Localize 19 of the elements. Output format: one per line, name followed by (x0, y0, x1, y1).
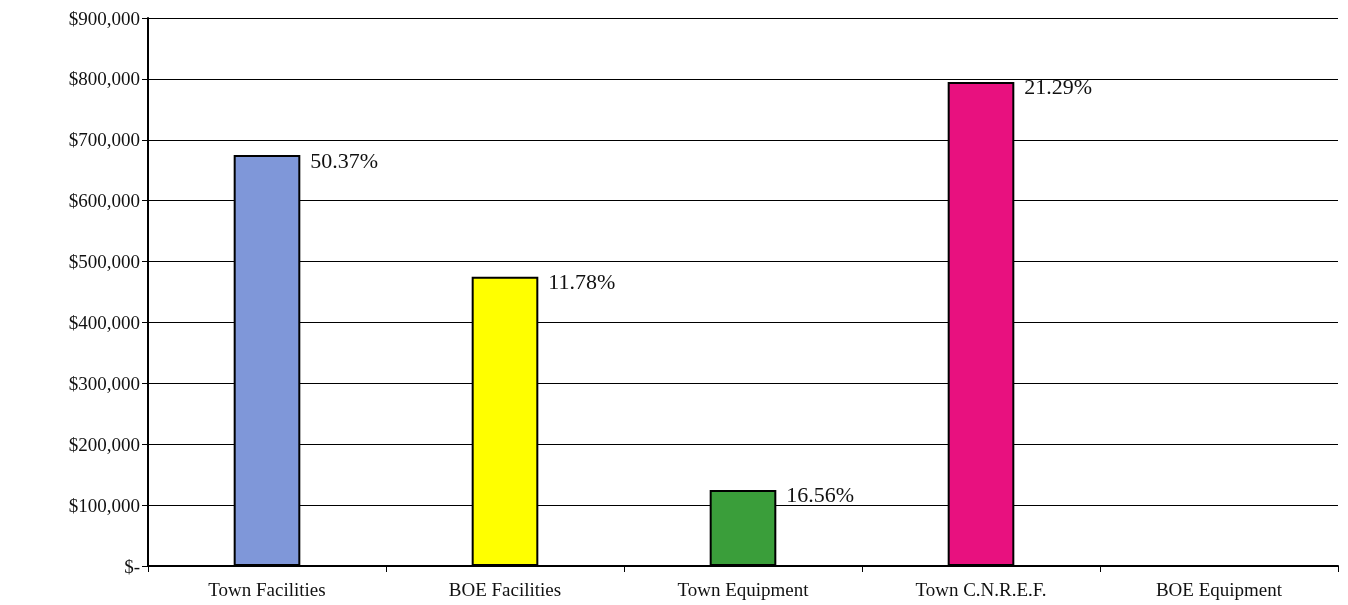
annotation: 11.78% (548, 269, 616, 295)
y-tick-label: $300,000 (68, 372, 140, 394)
annotation: 21.29% (1024, 74, 1093, 100)
x-tick-label: Town Equipment (677, 579, 810, 600)
x-tick-label: Town C.N.R.E.F. (915, 579, 1047, 600)
y-tick-label: $500,000 (68, 251, 140, 273)
y-tick-label: $100,000 (68, 494, 140, 516)
y-tick-label: $800,000 (68, 68, 140, 90)
y-tick-label: $200,000 (68, 433, 140, 455)
y-tick-label: $- (124, 555, 140, 577)
y-tick-label: $400,000 (68, 311, 140, 333)
x-tick-label: Town Facilities (208, 579, 326, 600)
x-tick-label: BOE Facilities (448, 579, 562, 600)
y-tick-label: $900,000 (68, 7, 140, 29)
y-tick-label: $700,000 (68, 129, 140, 151)
y-tick-label: $600,000 (68, 190, 140, 212)
x-tick-label: BOE Equipment (1155, 579, 1283, 600)
annotation: 16.56% (786, 482, 855, 508)
annotation: 50.37% (310, 147, 379, 173)
